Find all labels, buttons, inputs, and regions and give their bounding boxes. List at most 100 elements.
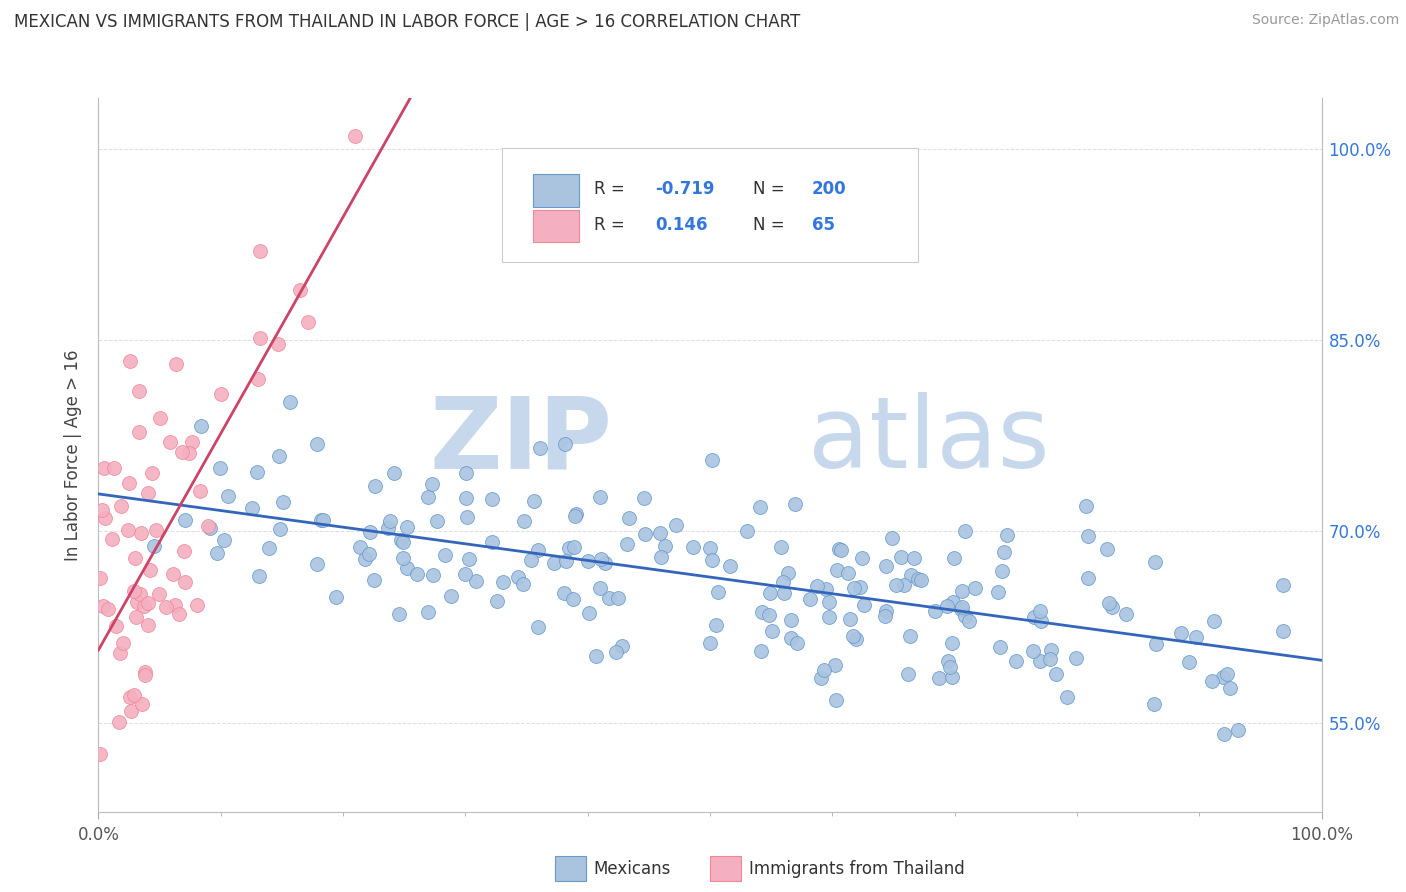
- Text: R =: R =: [593, 180, 624, 198]
- Point: [838, 612, 860, 626]
- Point: [617, 511, 640, 525]
- Point: [1077, 529, 1099, 543]
- Point: [125, 610, 148, 624]
- Point: [890, 550, 912, 565]
- Point: [589, 490, 612, 504]
- Point: [1031, 615, 1053, 629]
- Point: [309, 513, 332, 527]
- Point: [779, 631, 801, 645]
- Point: [422, 567, 444, 582]
- Point: [122, 688, 145, 702]
- Point: [772, 575, 794, 590]
- Point: [842, 629, 865, 643]
- Point: [588, 582, 610, 596]
- Point: [928, 671, 950, 685]
- Point: [665, 518, 688, 533]
- Point: [564, 508, 586, 522]
- Point: [280, 394, 302, 409]
- Point: [91, 817, 114, 831]
- Point: [120, 704, 142, 718]
- Point: [564, 509, 586, 524]
- Point: [825, 563, 848, 577]
- Point: [903, 551, 925, 566]
- Text: N =: N =: [752, 180, 785, 198]
- Point: [941, 670, 963, 684]
- Point: [434, 548, 457, 562]
- Point: [610, 639, 633, 653]
- Point: [155, 600, 177, 615]
- Text: N =: N =: [752, 216, 785, 234]
- Point: [1144, 555, 1167, 569]
- Point: [454, 567, 477, 582]
- Point: [700, 453, 723, 467]
- Point: [828, 541, 851, 556]
- Point: [704, 617, 727, 632]
- Point: [616, 537, 638, 551]
- Point: [396, 560, 419, 574]
- Point: [163, 598, 186, 612]
- Point: [1272, 578, 1295, 592]
- Point: [1212, 727, 1234, 741]
- Point: [103, 461, 125, 475]
- Point: [240, 500, 263, 515]
- Point: [454, 491, 477, 505]
- Point: [650, 550, 672, 565]
- Point: [128, 384, 150, 399]
- Point: [936, 599, 959, 614]
- Point: [89, 571, 111, 585]
- Point: [780, 613, 803, 627]
- Point: [769, 540, 792, 554]
- Point: [124, 584, 146, 599]
- Point: [605, 645, 627, 659]
- Point: [558, 541, 581, 556]
- Point: [148, 587, 170, 601]
- FancyBboxPatch shape: [533, 211, 579, 243]
- Point: [529, 441, 551, 455]
- Point: [1074, 499, 1097, 513]
- Point: [988, 640, 1011, 654]
- Point: [141, 466, 163, 480]
- Point: [136, 596, 159, 610]
- Point: [188, 484, 211, 499]
- Point: [772, 586, 794, 600]
- Point: [1021, 644, 1043, 658]
- Point: [995, 528, 1018, 542]
- Point: [138, 485, 160, 500]
- Point: [512, 577, 534, 591]
- Point: [249, 244, 271, 258]
- Point: [392, 535, 415, 549]
- Point: [1144, 637, 1167, 651]
- Point: [761, 624, 783, 638]
- Point: [1005, 654, 1028, 668]
- Point: [464, 574, 486, 588]
- Point: [131, 697, 153, 711]
- Point: [520, 553, 543, 567]
- Point: [492, 574, 515, 589]
- Point: [900, 568, 922, 582]
- Point: [654, 539, 676, 553]
- Point: [806, 578, 828, 592]
- Point: [257, 541, 280, 556]
- Point: [364, 479, 387, 493]
- Point: [561, 592, 583, 607]
- Point: [1056, 690, 1078, 705]
- Point: [174, 575, 197, 590]
- Text: 65: 65: [811, 216, 835, 234]
- Point: [814, 582, 837, 596]
- Point: [1101, 599, 1123, 614]
- Point: [1095, 542, 1118, 557]
- Point: [853, 598, 876, 612]
- Point: [554, 437, 576, 451]
- Point: [527, 620, 550, 634]
- Point: [359, 547, 381, 561]
- Point: [186, 598, 208, 612]
- Point: [718, 558, 741, 573]
- Point: [830, 543, 852, 558]
- Point: [1216, 667, 1239, 681]
- Point: [173, 513, 195, 527]
- Point: [512, 514, 534, 528]
- Point: [1039, 652, 1062, 666]
- Point: [907, 572, 929, 586]
- Point: [1170, 626, 1192, 640]
- Point: [884, 577, 907, 591]
